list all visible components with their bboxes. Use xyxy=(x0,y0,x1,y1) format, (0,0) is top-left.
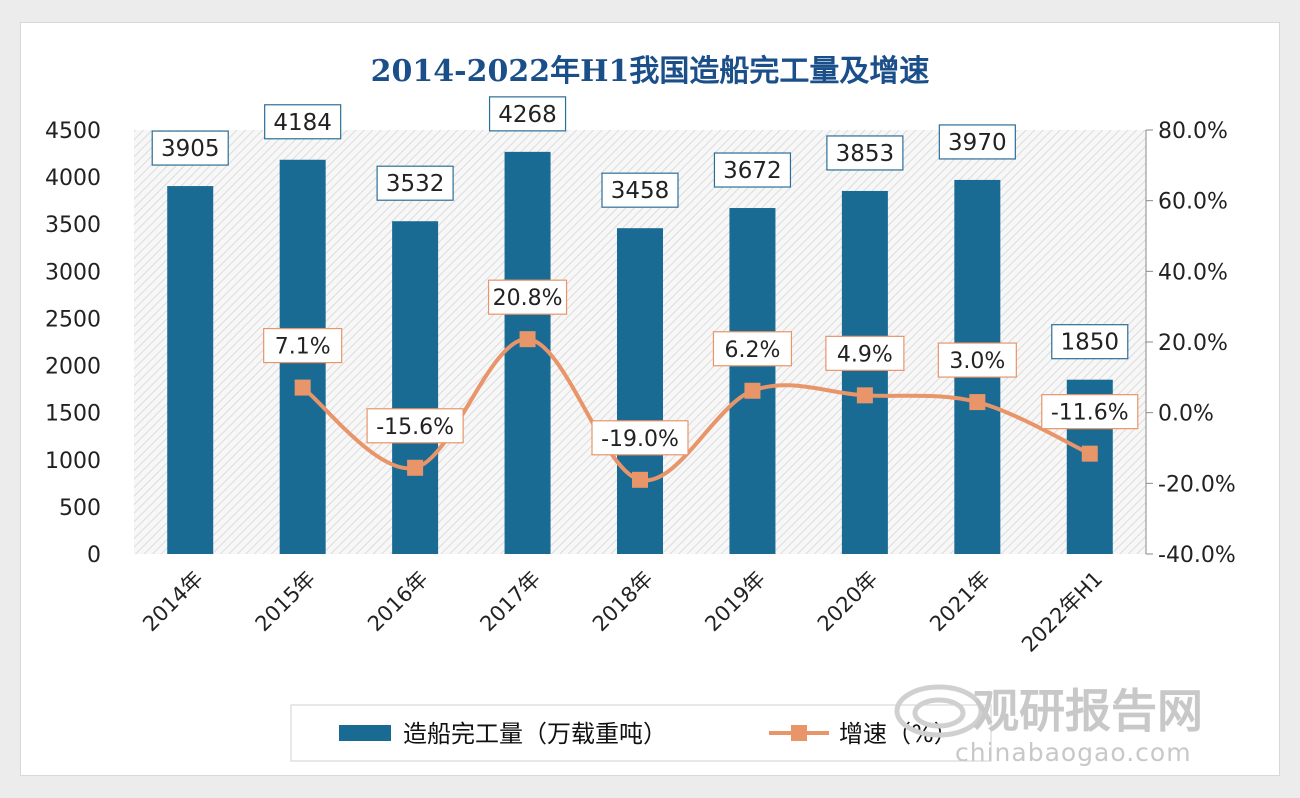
x-tick-label: 2022年H1 xyxy=(1017,567,1107,657)
bar-data-label: 4268 xyxy=(498,102,557,128)
chart-frame: 2014-2022年H1我国造船完工量及增速 0 500 1000 1500 2000 2… xyxy=(20,22,1280,776)
left-tick-label: 500 xyxy=(59,496,101,521)
left-tick-label: 4500 xyxy=(45,119,101,144)
bar-label-box xyxy=(713,152,792,188)
x-tick-label: 2016年 xyxy=(363,567,433,637)
bar-data-label: 3532 xyxy=(386,171,445,197)
bar-2019年 xyxy=(729,208,776,555)
growth-data-label: -19.0% xyxy=(601,427,679,452)
left-tick-label: 2500 xyxy=(45,307,101,332)
growth-marker-2015年 xyxy=(294,379,311,396)
x-tick-label: 2017年 xyxy=(475,567,545,637)
bar-data-label: 1850 xyxy=(1061,330,1120,356)
bar-label-box xyxy=(151,130,229,166)
bar-label-box xyxy=(376,165,454,201)
data-labels: 3905 4184 3532 4268 3458 3672 3853 3970 1850 7.1%… xyxy=(151,96,1139,456)
right-tick-label: 60.0% xyxy=(1158,190,1228,215)
left-tick-label: 3000 xyxy=(45,260,101,285)
legend-bar-label: 造船完工量（万载重吨） xyxy=(403,720,667,748)
bar-label-box xyxy=(264,104,342,140)
growth-label-box xyxy=(263,327,343,364)
left-tick-label: 0 xyxy=(87,543,101,568)
right-tick-label: -20.0% xyxy=(1158,472,1236,497)
bar-2018年 xyxy=(617,228,663,554)
watermark: 观研报告网 chinabaogao.com xyxy=(894,684,1203,767)
legend: 造船完工量（万载重吨） 增速（%） xyxy=(290,704,992,762)
x-tick-label: 2019年 xyxy=(700,567,770,637)
legend-line-marker xyxy=(791,725,807,741)
bar-label-box xyxy=(601,172,679,208)
legend-bar-swatch xyxy=(339,725,391,741)
right-tick-label: 20.0% xyxy=(1158,331,1228,356)
growth-data-label: -15.6% xyxy=(376,415,454,440)
legend-box xyxy=(290,704,992,762)
growth-data-label: 6.2% xyxy=(724,338,780,363)
growth-label-box xyxy=(366,408,464,444)
left-axis-ticks: 0 500 1000 1500 2000 2500 3000 3500 4000 4500 xyxy=(45,119,101,568)
bar-2014年 xyxy=(167,186,214,554)
bar-label-box xyxy=(826,135,904,171)
growth-label-box xyxy=(712,331,793,367)
bar-2017年 xyxy=(504,151,551,554)
bar-2020年 xyxy=(841,190,888,554)
growth-marker-2020年 xyxy=(856,387,873,404)
right-tick-label: 80.0% xyxy=(1158,119,1228,144)
growth-label-box xyxy=(487,279,568,315)
left-tick-label: 2000 xyxy=(45,355,101,380)
growth-line-series xyxy=(294,331,1098,488)
x-tick-label: 2018年 xyxy=(588,567,658,637)
growth-data-label: 20.8% xyxy=(493,286,563,311)
watermark-text-cn: 观研报告网 xyxy=(973,684,1203,738)
bar-label-box xyxy=(1051,324,1129,360)
left-tick-label: 3500 xyxy=(45,213,101,238)
watermark-logo xyxy=(894,684,984,738)
right-tick-label: -40.0% xyxy=(1158,543,1236,568)
bar-label-box xyxy=(488,96,567,132)
chart: 2014-2022年H1我国造船完工量及增速 0 500 1000 1500 2000 2… xyxy=(45,54,1236,767)
bar-data-label: 4184 xyxy=(273,110,332,136)
bar-data-label: 3970 xyxy=(948,130,1007,156)
bar-series xyxy=(167,151,1113,555)
growth-label-box xyxy=(937,342,1017,378)
x-axis-ticks: 2014年 2015年 2016年 2017年 2018年 2019年 2020年 2021年… xyxy=(138,567,1107,657)
growth-data-label: 3.0% xyxy=(949,349,1005,374)
right-tick-label: 0.0% xyxy=(1158,402,1214,427)
bar-data-label: 3672 xyxy=(723,158,782,184)
x-tick-label: 2021年 xyxy=(925,567,995,637)
growth-data-label: 4.9% xyxy=(837,342,893,367)
growth-marker-2022年H1 xyxy=(1081,445,1098,462)
growth-marker-2018年 xyxy=(632,471,648,488)
x-tick-label: 2014年 xyxy=(138,567,208,637)
growth-marker-2019年 xyxy=(744,382,761,399)
bar-label-box xyxy=(938,124,1016,160)
growth-label-box xyxy=(1041,394,1139,430)
growth-label-box xyxy=(825,335,905,371)
growth-line xyxy=(301,337,1091,483)
left-tick-label: 1000 xyxy=(45,449,101,474)
growth-data-label: -11.6% xyxy=(1051,401,1129,426)
bar-data-label: 3853 xyxy=(836,141,895,167)
bar-data-label: 3905 xyxy=(161,136,220,162)
chart-title: 2014-2022年H1我国造船完工量及增速 xyxy=(371,54,930,89)
bar-data-label: 3458 xyxy=(611,178,670,204)
right-tick-label: 40.0% xyxy=(1158,260,1228,285)
watermark-logo-inner xyxy=(912,697,966,729)
right-axis-ticks: -40.0% -20.0% 0.0% 20.0% 40.0% 60.0% 80.0% xyxy=(1146,119,1236,568)
growth-marker-2017年 xyxy=(519,331,536,348)
left-tick-label: 4000 xyxy=(45,166,101,191)
growth-label-box xyxy=(591,420,689,456)
left-tick-label: 1500 xyxy=(45,402,101,427)
growth-marker-2016年 xyxy=(407,459,424,476)
growth-data-label: 7.1% xyxy=(275,335,331,360)
x-tick-label: 2015年 xyxy=(251,567,321,637)
bar-2016年 xyxy=(392,221,439,555)
growth-marker-2021年 xyxy=(969,394,986,411)
watermark-text-en: chinabaogao.com xyxy=(955,738,1192,767)
x-tick-label: 2020年 xyxy=(813,567,883,637)
